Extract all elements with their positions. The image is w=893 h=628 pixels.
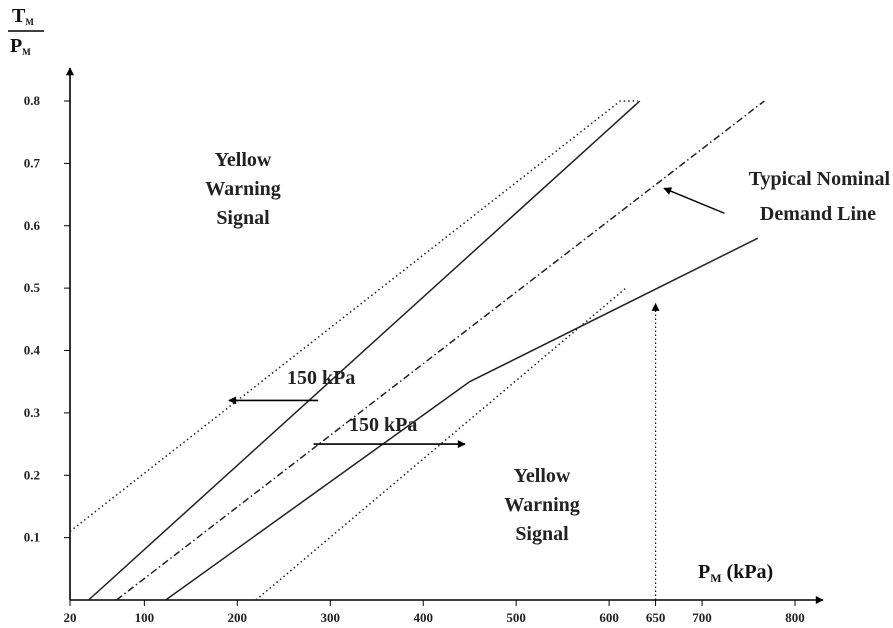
y-axis-title-bottom-sub: M xyxy=(22,47,31,57)
x-tick-label: 100 xyxy=(135,610,155,625)
ticks-layer: 0.1 0.2 0.3 0.4 0.5 0.6 0.7 0.8 20 100 200 300 400 50… xyxy=(24,93,805,625)
arrow-nominal-demand xyxy=(663,187,725,214)
x-axis-title-unit: (kPa) xyxy=(722,561,774,583)
x-axis-title: PM (kPa) xyxy=(698,561,773,585)
label-150kpa-right: 150 kPa xyxy=(349,414,417,436)
y-tick-label: 0.1 xyxy=(24,530,40,545)
y-axis-title-bottom-main: P xyxy=(10,35,22,57)
y-axis-title-top: TM xyxy=(12,5,34,27)
label-150kpa-left: 150 kPa xyxy=(287,367,355,389)
y-axis-title-top-sub: M xyxy=(25,17,34,27)
y-tick-label: 0.2 xyxy=(24,467,40,482)
annotation-layer: 150 kPa 150 kPa Yellow Warning Signal Yellow W… xyxy=(205,149,890,600)
x-tick-label: 200 xyxy=(228,610,248,625)
series-layer xyxy=(69,100,765,601)
y-axis-title-bottom: PM xyxy=(10,35,31,57)
yellow-warning-lower-line: Signal xyxy=(515,523,569,545)
yellow-warning-upper-line: Yellow xyxy=(215,149,272,171)
x-tick-label: 700 xyxy=(692,610,712,625)
y-tick-label: 0.3 xyxy=(24,405,41,420)
x-tick-label: 500 xyxy=(506,610,526,625)
y-tick-label: 0.6 xyxy=(24,218,41,233)
yellow-warning-upper-line: Signal xyxy=(216,207,270,229)
series-line-4-solid xyxy=(165,237,759,601)
x-axis-title-sub: M xyxy=(710,571,721,585)
nominal-demand-line-1: Typical Nominal xyxy=(749,168,891,190)
yellow-warning-upper-line: Warning xyxy=(205,178,281,200)
x-axis-title-main: P xyxy=(698,561,710,583)
yellow-warning-lower-line: Yellow xyxy=(514,465,571,487)
x-tick-label: 600 xyxy=(599,610,619,625)
y-tick-label: 0.8 xyxy=(24,93,41,108)
x-tick-label: 800 xyxy=(785,610,805,625)
x-tick-label: 20 xyxy=(64,610,77,625)
y-tick-label: 0.7 xyxy=(24,155,41,170)
y-tick-label: 0.5 xyxy=(24,280,41,295)
y-tick-label: 0.4 xyxy=(24,343,41,358)
x-tick-label: 650 xyxy=(646,610,666,625)
y-axis-title-top-main: T xyxy=(12,5,26,27)
x-tick-label: 400 xyxy=(413,610,433,625)
series-line-3-dashdot xyxy=(116,100,765,601)
series-line-1-dotted xyxy=(69,100,638,532)
series-line-2-solid xyxy=(88,100,641,601)
x-tick-label: 300 xyxy=(321,610,341,625)
yellow-warning-lower-line: Warning xyxy=(504,494,580,516)
nominal-demand-line-2: Demand Line xyxy=(760,203,876,225)
